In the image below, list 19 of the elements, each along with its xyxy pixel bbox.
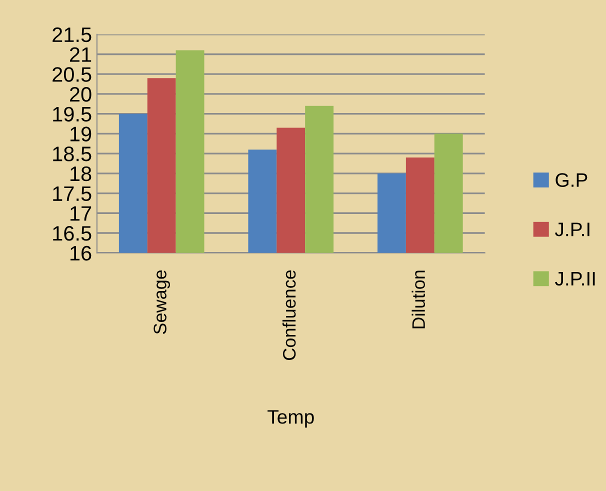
y-tick-label: 18 (70, 166, 92, 182)
y-tick-label: 21 (70, 47, 92, 62)
x-tick-label: Sewage (154, 270, 170, 334)
y-tick-label: 19.5 (53, 106, 92, 122)
y-tick-label: 20.5 (52, 67, 92, 82)
x-tick-label: Confluence (282, 270, 296, 360)
legend-label: J.P.I (555, 222, 590, 236)
legend-label: J.P.II (555, 272, 595, 286)
y-tick-label: 21.5 (52, 27, 92, 42)
y-tick-label: 16 (70, 246, 92, 261)
y-tick-label: 18.5 (53, 146, 92, 162)
legend-label: G.P (556, 173, 588, 187)
x-axis-title: Temp (268, 410, 314, 428)
x-tick-label: Dilution (412, 270, 426, 328)
y-tick-label: 17 (70, 206, 92, 221)
y-tick-label: 16.5 (53, 226, 92, 241)
y-tick-label: 17.5 (53, 186, 92, 202)
y-tick-label: 20 (70, 86, 92, 102)
y-tick-label: 19 (70, 126, 92, 142)
